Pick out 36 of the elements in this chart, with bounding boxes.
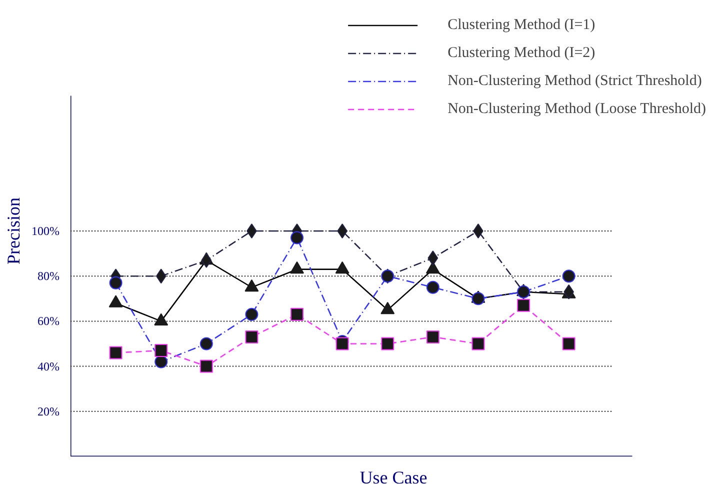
point bbox=[245, 308, 258, 321]
point bbox=[426, 280, 440, 294]
legend-label: Non-Clustering Method (Strict Threshold) bbox=[448, 72, 702, 90]
legend-label: Clustering Method (I=2) bbox=[448, 44, 596, 62]
point bbox=[109, 346, 122, 360]
point bbox=[337, 224, 348, 238]
y-axis-title: Precision bbox=[4, 197, 24, 264]
point bbox=[562, 270, 576, 283]
point bbox=[473, 224, 484, 238]
point bbox=[517, 298, 530, 312]
point bbox=[245, 330, 258, 344]
y-tick-label: 20% bbox=[38, 404, 60, 418]
point bbox=[336, 337, 349, 350]
point bbox=[246, 224, 257, 238]
point bbox=[200, 360, 213, 373]
x-axis-title: Use Case bbox=[360, 468, 428, 488]
point bbox=[200, 337, 213, 350]
legend-label: Non-Clustering Method (Loose Threshold) bbox=[448, 100, 706, 118]
point bbox=[290, 308, 304, 321]
point bbox=[428, 250, 438, 266]
point bbox=[290, 231, 304, 244]
point bbox=[109, 276, 122, 290]
point bbox=[472, 337, 485, 350]
point bbox=[426, 330, 440, 344]
y-tick-label: 80% bbox=[38, 269, 60, 284]
y-tick-label: 60% bbox=[38, 314, 60, 328]
y-tick-label: 100% bbox=[32, 224, 60, 238]
point bbox=[562, 337, 576, 350]
point bbox=[154, 344, 168, 358]
point bbox=[201, 252, 212, 268]
point bbox=[472, 292, 485, 306]
point bbox=[156, 268, 166, 284]
point bbox=[381, 337, 394, 350]
point bbox=[154, 355, 168, 368]
y-tick-label: 40% bbox=[38, 359, 60, 374]
legend-label: Clustering Method (I=1) bbox=[448, 16, 596, 34]
